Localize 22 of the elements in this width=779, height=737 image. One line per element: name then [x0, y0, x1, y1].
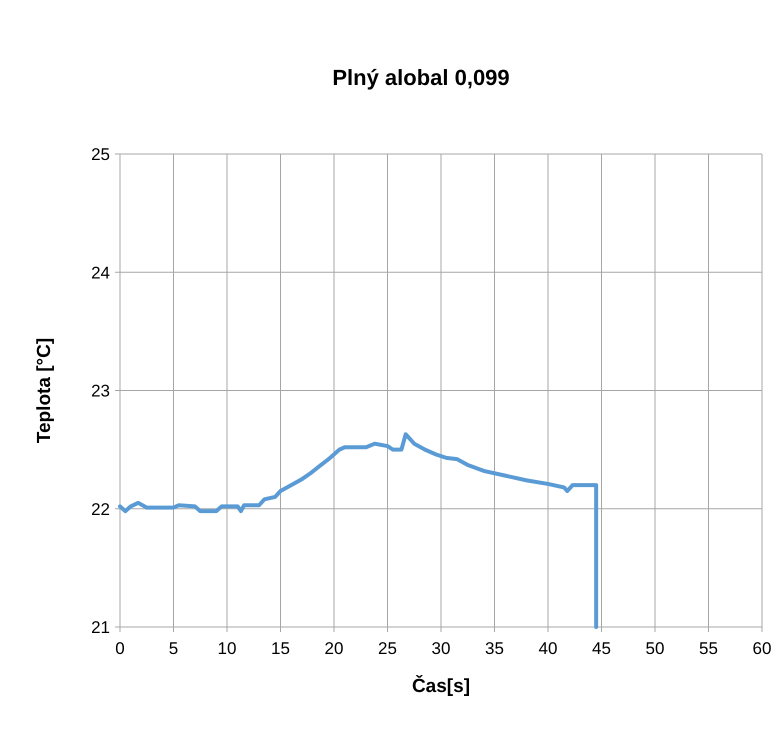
y-tick-label: 25 [91, 145, 110, 164]
y-tick-label: 23 [91, 382, 110, 400]
x-tick-label: 15 [271, 639, 290, 658]
x-tick-label: 10 [218, 639, 236, 658]
x-tick-label: 45 [592, 639, 611, 658]
chart-title: Plný alobal 0,099 [332, 65, 510, 90]
x-tick-label: 0 [115, 639, 125, 658]
y-tick-label: 21 [91, 618, 110, 637]
x-tick-label: 40 [538, 639, 558, 658]
x-tick-label: 55 [699, 639, 718, 658]
x-tick-label: 20 [324, 639, 344, 658]
x-tick-label: 25 [378, 639, 397, 658]
y-axis-title: Teplota [°C] [34, 338, 55, 444]
line-series [118, 432, 598, 629]
x-tick-label: 35 [485, 639, 504, 658]
y-tick-label: 24 [91, 263, 110, 282]
x-tick-label: 50 [646, 639, 664, 658]
x-axis-title: Čas[s] [412, 674, 470, 697]
x-tick-label: 5 [168, 639, 178, 658]
x-tick-label: 30 [432, 639, 450, 658]
x-tick-label: 60 [752, 639, 772, 658]
y-tick-label: 22 [91, 500, 110, 519]
